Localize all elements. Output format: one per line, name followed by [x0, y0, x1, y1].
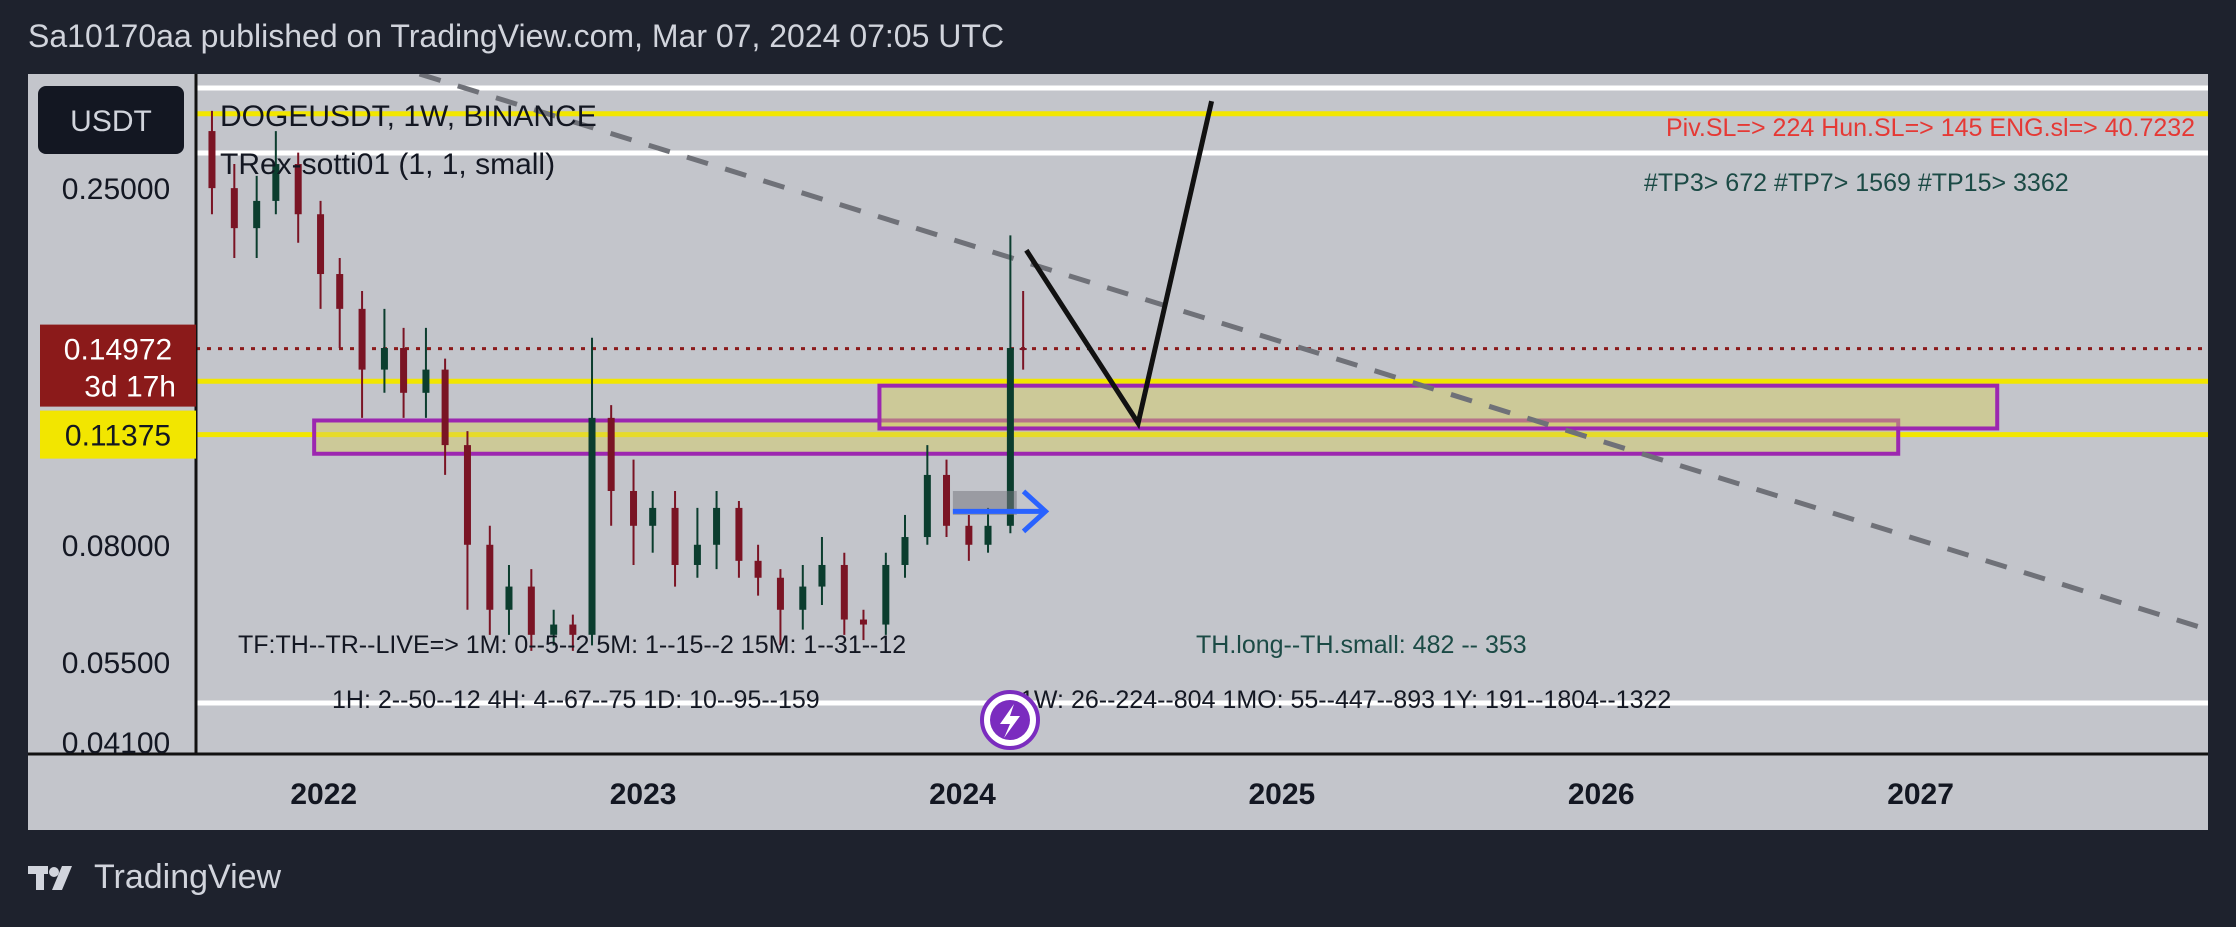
level-badge-text-1: 0.11375 — [65, 420, 171, 453]
candle-5 — [317, 200, 325, 309]
current-price-text: 0.14972 — [64, 334, 172, 367]
candle-23 — [693, 507, 701, 578]
candle-20 — [630, 459, 638, 565]
timeframe-row-2a: 1H: 2--50--12 4H: 4--67--75 1D: 10--95--… — [332, 686, 820, 714]
candle-15 — [527, 569, 535, 651]
candle-3 — [272, 131, 280, 215]
level-badge-1 — [40, 410, 196, 459]
candle-17 — [569, 614, 577, 651]
timeframe-row-2b: 1W: 26--224--804 1MO: 55--447--893 1Y: 1… — [1020, 686, 1671, 714]
threshold-note: TH.long--TH.small: 482 -- 353 — [1196, 631, 1527, 659]
candle-33 — [901, 514, 909, 578]
candlestick-series — [208, 110, 1050, 651]
current-price-badge — [40, 324, 196, 407]
candle-35 — [943, 459, 951, 538]
candle-28 — [799, 564, 807, 630]
currency-button-label: USDT — [70, 105, 152, 138]
indicator-legend[interactable]: TRex-sotti01 (1, 1, small) — [220, 148, 555, 181]
candle-38 — [1006, 235, 1014, 534]
price-axis-labels: 0.250000.080000.055000.041000.317020.134… — [40, 173, 196, 760]
candle-4 — [294, 152, 302, 243]
candle-21 — [649, 490, 657, 553]
x-tick-label-2024: 2024 — [929, 778, 996, 811]
candle-26 — [754, 544, 762, 596]
candle-12 — [463, 431, 471, 610]
y-tick-label: 0.25000 — [62, 173, 170, 206]
candle-8 — [380, 308, 388, 393]
trend-lines — [418, 74, 2208, 633]
candle-25 — [735, 501, 743, 578]
publish-info: Sa10170aa published on TradingView.com, … — [28, 18, 1005, 54]
breakout-arrow-head — [1021, 489, 1050, 534]
x-tick-label-2026: 2026 — [1568, 778, 1635, 811]
projection-path[interactable] — [1024, 100, 1215, 430]
candle-10 — [422, 327, 430, 418]
candle-11 — [441, 358, 449, 475]
candle-36 — [965, 514, 973, 561]
x-tick-label-2022: 2022 — [290, 778, 357, 811]
x-tick-label-2027: 2027 — [1887, 778, 1954, 811]
supply-demand-zones — [312, 383, 2000, 456]
time-axis-labels: 2022 2023 2024 2025 2026 2027 — [290, 778, 1954, 811]
candle-27 — [776, 569, 784, 646]
candle-0 — [208, 110, 216, 215]
candle-31 — [859, 609, 867, 641]
y-tick-label: 0.04100 — [62, 727, 170, 760]
candle-22 — [671, 490, 679, 587]
footer: TradingView — [28, 858, 281, 897]
candle-13 — [486, 525, 494, 635]
y-tick-label: 0.08000 — [62, 530, 170, 563]
candle-34 — [923, 445, 931, 545]
currency-button[interactable]: USDT — [38, 86, 184, 154]
lightning-icon[interactable] — [980, 690, 1040, 750]
candle-2 — [253, 175, 261, 258]
candle-37 — [984, 507, 992, 553]
candle-6 — [336, 257, 344, 349]
stop-loss-note: Piv.SL=> 224 Hun.SL=> 145 ENG.sl=> 40.72… — [1666, 114, 2195, 142]
candle-30 — [840, 552, 848, 635]
take-profit-note: #TP3> 672 #TP7> 1569 #TP15> 3362 — [1644, 169, 2069, 197]
price-levels — [196, 111, 2208, 438]
x-tick-label-2023: 2023 — [610, 778, 677, 811]
candle-7 — [358, 290, 366, 418]
timeframe-row-1: TF:TH--TR--LIVE=> 1M: 0--5--2 5M: 1--15-… — [238, 631, 906, 659]
footer-brand: TradingView — [94, 858, 282, 896]
symbol-legend[interactable]: DOGEUSDT, 1W, BINANCE — [220, 100, 597, 133]
x-tick-label-2025: 2025 — [1248, 778, 1315, 811]
chart-canvas[interactable]: 2022 2023 2024 2025 2026 2027 0.25000 0.08000 0… — [28, 74, 2208, 830]
tradingview-logo-icon — [28, 865, 72, 890]
candle-24 — [713, 490, 721, 570]
dashed-trend-line[interactable] — [418, 74, 2208, 633]
zone-box-1[interactable] — [877, 383, 2000, 431]
candle-9 — [400, 327, 408, 418]
y-tick-label: 0.05500 — [62, 647, 170, 680]
candle-18 — [588, 337, 596, 646]
chart-area[interactable]: 2022 2023 2024 2025 2026 2027 0.25000 0.08000 0… — [28, 74, 2208, 830]
candle-14 — [505, 564, 513, 635]
candle-39 — [1019, 290, 1027, 370]
candle-1 — [230, 164, 238, 258]
zone-box-0[interactable] — [312, 418, 1901, 456]
candle-29 — [818, 537, 826, 605]
candle-32 — [882, 552, 890, 635]
candle-16 — [550, 609, 558, 646]
countdown-text: 3d 17h — [84, 371, 176, 404]
candle-19 — [607, 405, 615, 526]
